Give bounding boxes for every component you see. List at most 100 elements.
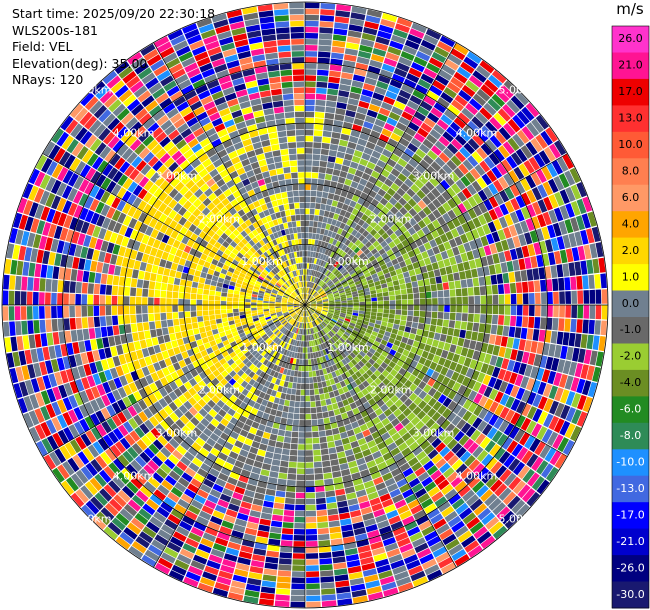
velocity-bin — [305, 444, 313, 450]
velocity-bin — [365, 233, 373, 241]
velocity-bin — [292, 313, 297, 319]
velocity-bin — [323, 306, 329, 309]
velocity-bin — [196, 305, 203, 311]
velocity-bin — [236, 279, 243, 285]
velocity-bin — [13, 383, 23, 399]
velocity-bin — [328, 322, 334, 328]
velocity-bin — [81, 504, 95, 519]
velocity-bin — [139, 339, 147, 349]
velocity-bin — [305, 407, 311, 414]
velocity-bin — [54, 371, 63, 386]
velocity-bin — [300, 395, 305, 402]
velocity-bin — [323, 301, 329, 303]
velocity-bin — [151, 455, 164, 467]
velocity-bin — [233, 294, 240, 298]
velocity-bin — [222, 488, 234, 497]
velocity-bin — [471, 370, 480, 381]
velocity-bin — [221, 292, 228, 297]
velocity-bin — [362, 230, 370, 238]
velocity-bin — [132, 360, 141, 370]
velocity-bin — [350, 130, 361, 138]
velocity-bin — [496, 162, 508, 176]
velocity-bin — [531, 476, 545, 491]
velocity-bin — [309, 297, 314, 302]
velocity-bin — [369, 212, 377, 220]
velocity-bin — [303, 311, 305, 317]
velocity-bin — [196, 299, 203, 305]
velocity-bin — [364, 291, 371, 296]
velocity-bin — [390, 333, 397, 340]
velocity-bin — [321, 322, 326, 327]
velocity-bin — [379, 525, 392, 535]
velocity-bin — [396, 255, 404, 263]
velocity-bin — [321, 142, 330, 150]
velocity-bin — [393, 408, 402, 418]
velocity-bin — [339, 314, 346, 318]
velocity-bin — [257, 383, 264, 391]
velocity-bin — [334, 297, 341, 301]
velocity-bin — [190, 341, 198, 349]
velocity-bin — [318, 39, 332, 46]
velocity-bin — [344, 423, 353, 432]
velocity-bin — [504, 250, 512, 262]
velocity-bin — [475, 111, 489, 125]
velocity-bin — [299, 305, 304, 307]
velocity-bin — [416, 435, 427, 446]
velocity-bin — [415, 84, 428, 95]
velocity-bin — [252, 373, 259, 381]
velocity-bin — [447, 438, 458, 450]
velocity-bin — [396, 242, 404, 251]
velocity-bin — [204, 413, 214, 423]
velocity-bin — [571, 409, 582, 425]
velocity-bin — [390, 447, 401, 457]
velocity-bin — [283, 312, 289, 316]
velocity-bin — [265, 290, 271, 294]
velocity-bin — [85, 500, 100, 515]
velocity-bin — [322, 309, 328, 313]
velocity-bin — [305, 462, 314, 468]
velocity-bin — [427, 377, 436, 387]
velocity-bin — [310, 395, 316, 402]
velocity-bin — [476, 65, 491, 79]
velocity-bin — [278, 347, 283, 354]
velocity-bin — [64, 442, 77, 457]
velocity-bin — [362, 284, 369, 290]
velocity-bin — [87, 283, 94, 294]
velocity-bin — [63, 318, 70, 331]
velocity-bin — [535, 168, 547, 183]
velocity-bin — [346, 309, 353, 313]
velocity-bin — [166, 305, 172, 313]
velocity-bin — [391, 386, 400, 395]
velocity-bin — [323, 306, 329, 308]
velocity-bin — [427, 433, 438, 444]
velocity-bin — [374, 145, 384, 154]
velocity-bin — [167, 253, 175, 262]
velocity-bin — [174, 325, 181, 333]
velocity-bin — [241, 443, 251, 452]
velocity-bin — [305, 413, 311, 420]
velocity-bin — [479, 286, 486, 296]
velocity-bin — [394, 422, 404, 432]
velocity-bin — [71, 367, 81, 380]
velocity-bin — [225, 509, 238, 518]
velocity-bin — [591, 226, 601, 242]
velocity-bin — [289, 400, 295, 407]
velocity-bin — [228, 285, 235, 290]
velocity-bin — [505, 396, 515, 409]
velocity-bin — [263, 305, 269, 308]
velocity-bin — [327, 250, 332, 257]
velocity-bin — [291, 364, 296, 371]
velocity-bin — [364, 21, 379, 30]
velocity-bin — [406, 412, 416, 422]
velocity-bin — [457, 395, 468, 407]
velocity-bin — [175, 233, 184, 242]
velocity-bin — [382, 291, 389, 297]
velocity-bin — [305, 69, 317, 75]
velocity-bin — [378, 354, 386, 362]
velocity-bin — [399, 341, 407, 349]
velocity-bin — [205, 256, 213, 264]
velocity-bin — [224, 275, 232, 281]
velocity-bin — [8, 306, 15, 321]
velocity-bin — [448, 238, 457, 248]
velocity-bin — [251, 275, 258, 281]
